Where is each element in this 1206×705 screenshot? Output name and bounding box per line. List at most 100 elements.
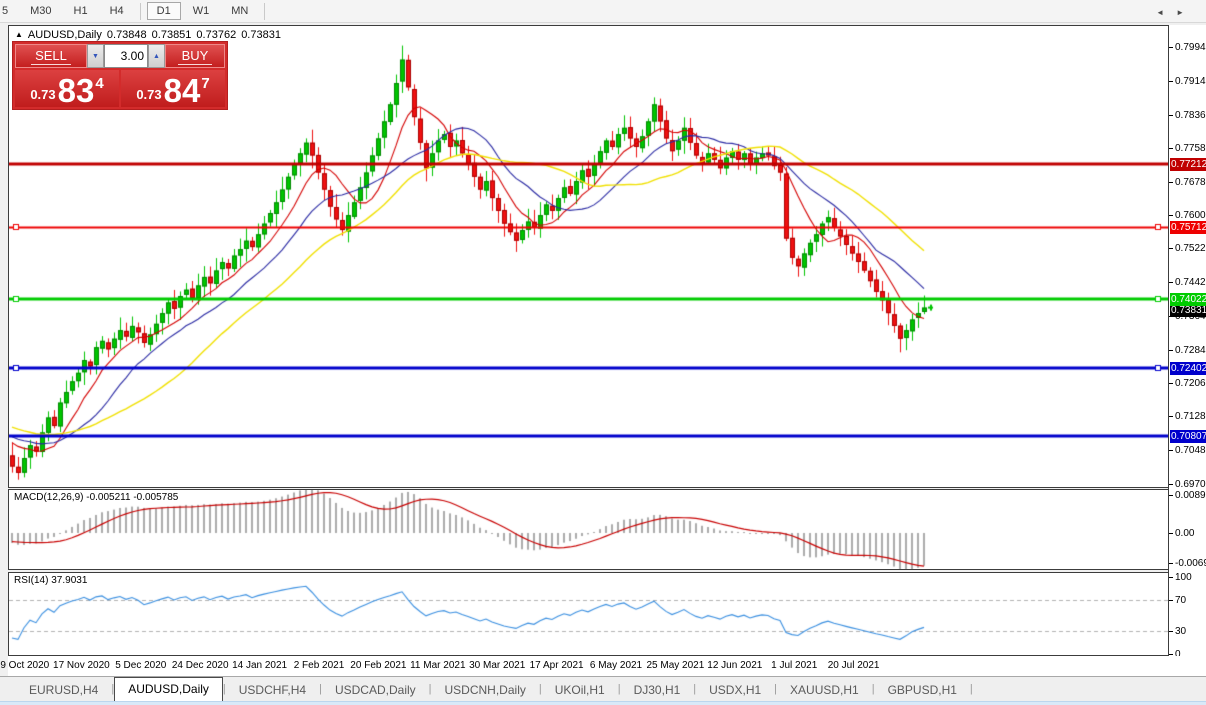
buy-button-label: BUY [177,48,213,65]
rsi-canvas[interactable] [9,573,1168,655]
volume-input[interactable] [104,44,148,68]
tab-separator: | [111,683,115,695]
chart-tab-ukoil[interactable]: UKOil,H1 [554,683,605,697]
date-tick-label: 17 Nov 2020 [53,660,110,671]
buy-button[interactable]: BUY [165,44,225,68]
chart-tab-bar: EURUSD,H4 | AUDUSD,Daily | USDCHF,H4 | USDCAD,… [0,676,1206,701]
axis-tick-mark [1169,416,1173,418]
date-tick-label: 20 Jul 2021 [827,660,880,671]
sell-button-label: SELL [31,48,71,65]
chart-tab-xauusd[interactable]: XAUUSD,H1 [790,683,859,697]
rsi-tick-label: 0 [1175,649,1181,660]
date-tick-label: 20 Feb 2021 [350,660,407,671]
axis-tick-mark [1169,181,1173,183]
axis-tick-mark [1169,533,1173,534]
chart-tab-usdx[interactable]: USDX,H1 [709,683,762,697]
spinner-up-icon: ▲ [153,52,160,60]
date-tick-label: 25 May 2021 [646,660,705,671]
date-tick-label: 14 Jan 2021 [232,660,288,671]
axis-tick-mark [1169,450,1173,452]
volume-increment-button[interactable]: ▲ [148,44,165,68]
axis-tick-mark [1169,147,1173,149]
chart-title: ▲ AUDUSD,Daily 0.73848 0.73851 0.73762 0.7383… [15,29,281,41]
date-tick-label: 11 Mar 2021 [410,660,466,671]
chart-tab-usdcad[interactable]: USDCAD,Daily [334,683,416,697]
tab-separator: | [693,683,697,695]
rsi-tick-label: 100 [1175,572,1192,583]
buy-price-button[interactable]: 0.73 84 7 [121,70,225,107]
timeframe-button-m30[interactable]: M30 [30,5,52,17]
chart-tab-usdcnh[interactable]: USDCNH,Daily [444,683,526,697]
collapse-panel-icon[interactable]: ▲ [15,30,23,39]
chart-high-value: 0.73851 [151,29,192,41]
tab-scroll-arrows: ◄► [1156,8,1196,17]
sell-price-button[interactable]: 0.73 83 4 [15,70,119,107]
macd-canvas[interactable] [9,490,1168,569]
timeframe-button-5[interactable]: 5 [2,5,9,17]
timeframe-button-h4[interactable]: H4 [109,5,124,17]
timeframe-button-w1[interactable]: W1 [192,5,210,17]
axis-tick-mark [1169,81,1173,83]
timeframe-button-d1[interactable]: D1 [146,2,181,20]
rsi-label: RSI(14) 37.9031 [14,575,88,586]
level-price-label: 0.75712 [1170,221,1206,235]
axis-tick-mark [1169,562,1173,564]
buy-price-main: 84 [163,72,201,109]
axis-tick-mark [1169,282,1173,284]
date-tick-label: 24 Dec 2020 [171,660,229,671]
sell-price-pip: 4 [95,75,104,92]
date-tick-label: 29 Oct 2020 [0,660,50,671]
axis-tick-mark [1169,600,1173,602]
date-axis[interactable]: 29 Oct 2020 17 Nov 2020 5 Dec 2020 24 Dec 2… [0,656,1206,676]
tab-separator: | [774,683,778,695]
date-tick-label: 30 Mar 2021 [469,660,526,671]
chart-tab-dj30[interactable]: DJ30,H1 [633,683,681,697]
chart-tab-usdchf[interactable]: USDCHF,H4 [238,683,307,697]
timeframe-toolbar: 5 M30 H1 H4 D1 W1 MN [0,0,1206,23]
level-price-label: 0.77212 [1170,157,1206,171]
chart-close-value: 0.73831 [241,29,281,41]
spinner-down-icon: ▼ [92,52,99,60]
chart-tab-gbpusd[interactable]: GBPUSD,H1 [887,683,957,697]
rsi-indicator-pane[interactable]: RSI(14) 37.9031 [8,572,1169,656]
level-price-label: 0.72402 [1170,362,1206,376]
tab-scroll-left-icon[interactable]: ◄ [1156,8,1177,17]
axis-tick-mark [1169,47,1173,49]
date-tick-label: 6 May 2021 [589,660,643,671]
tab-separator: | [319,683,322,695]
tab-separator: | [538,683,542,695]
macd-indicator-pane[interactable]: MACD(12,26,9) -0.005211 -0.005785 [8,489,1169,570]
axis-tick-mark [1169,114,1173,116]
chart-tab-eurusd[interactable]: EURUSD,H4 [29,683,99,697]
axis-tick-mark [1169,577,1173,578]
axis-tick-mark [1169,654,1173,655]
chart-tab-audusd[interactable]: AUDUSD,Daily [114,677,223,701]
axis-tick-mark [1169,215,1173,217]
axis-tick-mark [1169,383,1173,384]
axis-tick-mark [1169,494,1173,496]
chart-symbol-label: AUDUSD,Daily [27,29,102,41]
macd-tick-label: 0.00 [1175,528,1195,539]
tab-separator: | [871,683,875,695]
timeframe-button-mn[interactable]: MN [231,5,249,17]
sell-button[interactable]: SELL [15,44,87,68]
volume-decrement-button[interactable]: ▼ [87,44,104,68]
chart-open-value: 0.73848 [106,29,147,41]
tab-scroll-right-icon[interactable]: ► [1176,8,1196,17]
timeframe-button-h1[interactable]: H1 [73,5,88,17]
rsi-tick-label: 70 [1175,595,1187,607]
sell-price-prefix: 0.73 [30,87,56,102]
axis-tick-mark [1169,483,1173,485]
rsi-tick-label: 30 [1175,625,1187,637]
